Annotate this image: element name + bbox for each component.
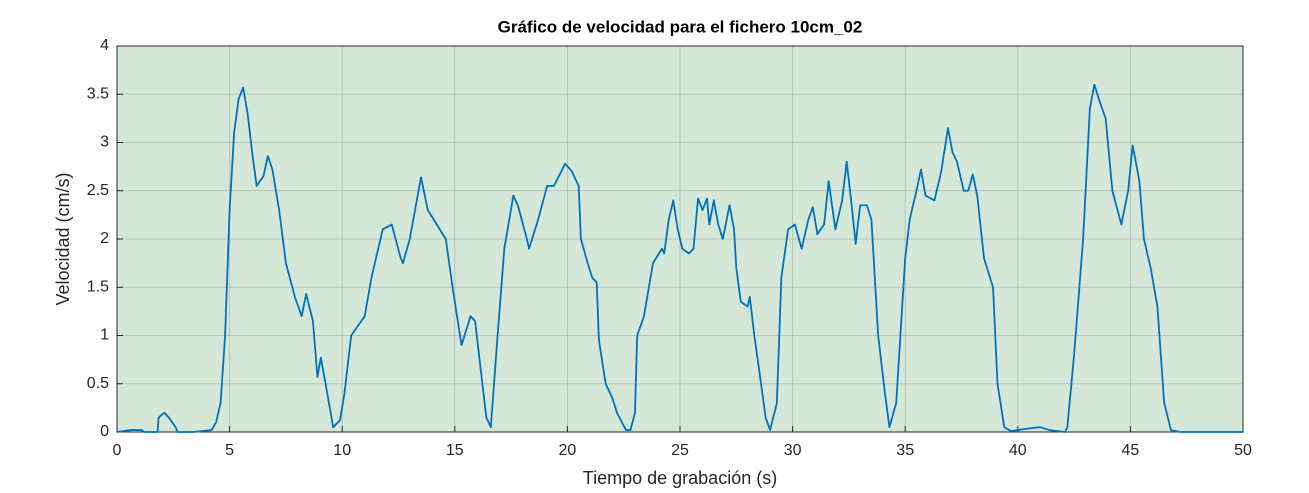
y-axis-label: Velocidad (cm/s) [53,172,73,305]
x-tick-label: 40 [1009,442,1027,459]
y-tick-label: 0 [100,423,109,440]
x-tick-label: 30 [784,442,802,459]
x-tick-label: 50 [1234,442,1252,459]
y-tick-label: 2.5 [87,182,109,199]
y-tick-label: 4 [100,37,109,54]
y-tick-label: 1.5 [87,278,109,295]
x-tick-label: 0 [113,442,122,459]
y-tick-label: 3 [100,134,109,151]
x-tick-label: 5 [225,442,234,459]
x-tick-label: 25 [671,442,689,459]
x-tick-label: 20 [559,442,577,459]
x-tick-label: 35 [896,442,914,459]
chart-title: Gráfico de velocidad para el fichero 10c… [498,17,863,36]
y-tick-label: 1 [100,327,109,344]
x-axis-label: Tiempo de grabación (s) [583,468,777,488]
y-tick-label: 0.5 [87,375,109,392]
x-tick-label: 15 [446,442,464,459]
plot-frame [116,45,1244,433]
y-tick-label: 2 [100,230,109,247]
y-tick-label: 3.5 [87,85,109,102]
x-tick-label: 10 [333,442,351,459]
data-line [116,83,1243,433]
x-tick-label: 45 [1122,442,1140,459]
